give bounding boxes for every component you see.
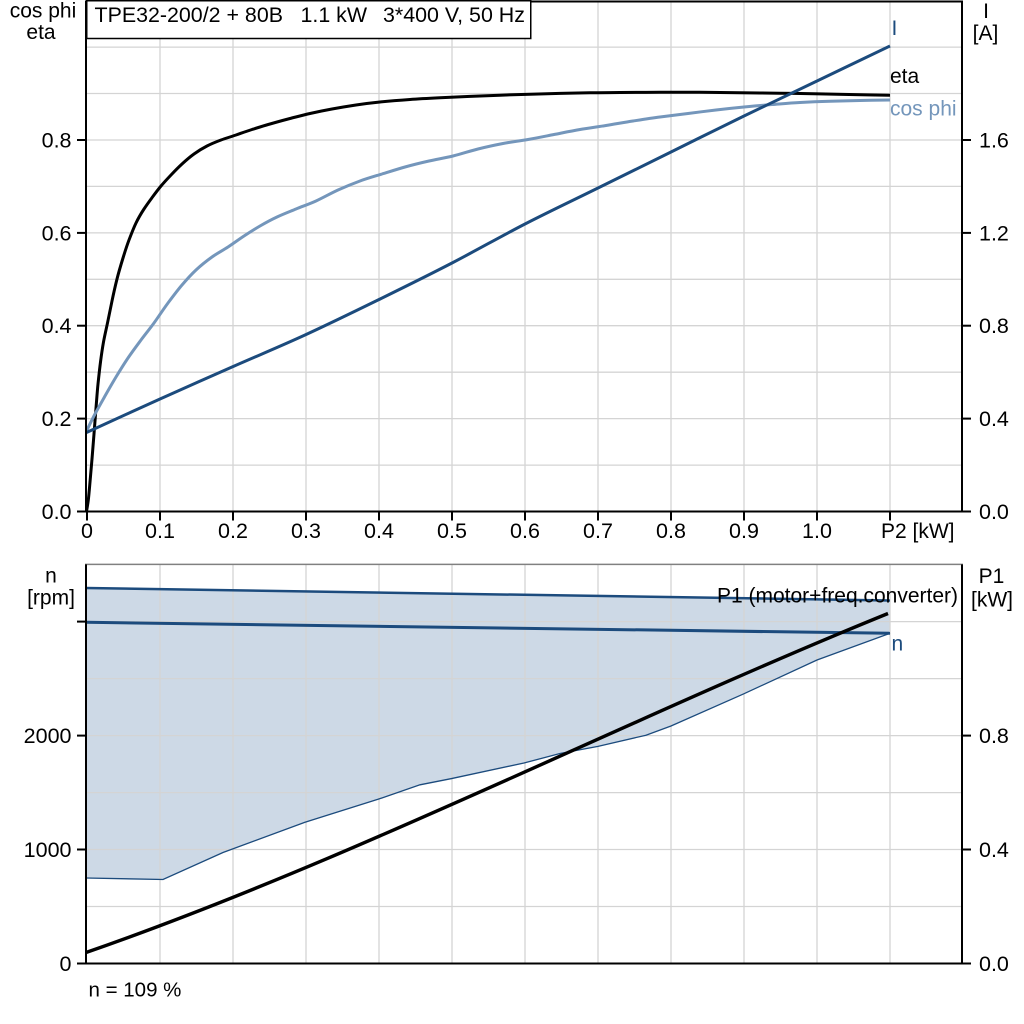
svg-text:n = 109 %: n = 109 % bbox=[89, 979, 182, 1002]
svg-text:0.0: 0.0 bbox=[979, 500, 1009, 524]
svg-text:TPE32-200/2 + 80B: TPE32-200/2 + 80B bbox=[95, 3, 283, 27]
svg-text:0.0: 0.0 bbox=[979, 952, 1009, 976]
svg-text:P1: P1 bbox=[979, 565, 1005, 588]
svg-text:[A]: [A] bbox=[973, 22, 999, 45]
svg-text:1.2: 1.2 bbox=[979, 221, 1009, 245]
svg-text:1.0: 1.0 bbox=[802, 519, 832, 543]
svg-text:0.4: 0.4 bbox=[364, 519, 394, 543]
svg-text:0.3: 0.3 bbox=[291, 519, 321, 543]
svg-text:0.6: 0.6 bbox=[510, 519, 540, 543]
svg-text:0.2: 0.2 bbox=[218, 519, 248, 543]
svg-text:n: n bbox=[892, 633, 904, 656]
svg-text:1.6: 1.6 bbox=[979, 129, 1009, 153]
svg-text:eta: eta bbox=[890, 65, 920, 88]
svg-text:P1 (motor+freq.converter): P1 (motor+freq.converter) bbox=[717, 585, 958, 608]
svg-text:0.4: 0.4 bbox=[979, 838, 1009, 862]
svg-text:3*400 V, 50 Hz: 3*400 V, 50 Hz bbox=[383, 3, 525, 27]
svg-text:[kW]: [kW] bbox=[971, 589, 1013, 612]
svg-text:I: I bbox=[892, 17, 898, 40]
svg-text:0.1: 0.1 bbox=[145, 519, 175, 543]
svg-text:0.4: 0.4 bbox=[979, 407, 1009, 431]
svg-text:P2 [kW]: P2 [kW] bbox=[881, 520, 955, 543]
svg-text:n: n bbox=[45, 564, 57, 587]
svg-text:I: I bbox=[983, 0, 989, 23]
svg-text:1000: 1000 bbox=[24, 838, 72, 862]
svg-text:[rpm]: [rpm] bbox=[27, 587, 75, 610]
svg-text:cos phi: cos phi bbox=[10, 0, 77, 23]
svg-text:0.8: 0.8 bbox=[656, 519, 686, 543]
svg-text:0: 0 bbox=[60, 952, 72, 976]
svg-text:0.7: 0.7 bbox=[583, 519, 613, 543]
svg-text:0.2: 0.2 bbox=[42, 407, 72, 431]
svg-text:0.9: 0.9 bbox=[729, 519, 759, 543]
svg-text:0.8: 0.8 bbox=[42, 129, 72, 153]
svg-text:0.0: 0.0 bbox=[42, 500, 72, 524]
svg-text:0: 0 bbox=[81, 519, 93, 543]
svg-text:0.4: 0.4 bbox=[42, 314, 72, 338]
svg-text:2000: 2000 bbox=[24, 724, 72, 748]
svg-text:0.5: 0.5 bbox=[437, 519, 467, 543]
svg-text:0.8: 0.8 bbox=[979, 724, 1009, 748]
svg-text:eta: eta bbox=[26, 21, 56, 44]
svg-text:0.8: 0.8 bbox=[979, 314, 1009, 338]
svg-text:0.6: 0.6 bbox=[42, 221, 72, 245]
svg-text:cos phi: cos phi bbox=[890, 98, 957, 121]
svg-text:1.1 kW: 1.1 kW bbox=[301, 3, 368, 27]
